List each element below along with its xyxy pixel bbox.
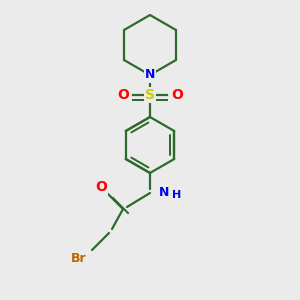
Text: H: H (172, 190, 181, 200)
Text: O: O (117, 88, 129, 102)
Text: N: N (145, 68, 155, 82)
Text: O: O (171, 88, 183, 102)
Text: N: N (159, 187, 169, 200)
Text: S: S (145, 88, 155, 102)
Text: O: O (95, 180, 107, 194)
Text: Br: Br (71, 253, 87, 266)
